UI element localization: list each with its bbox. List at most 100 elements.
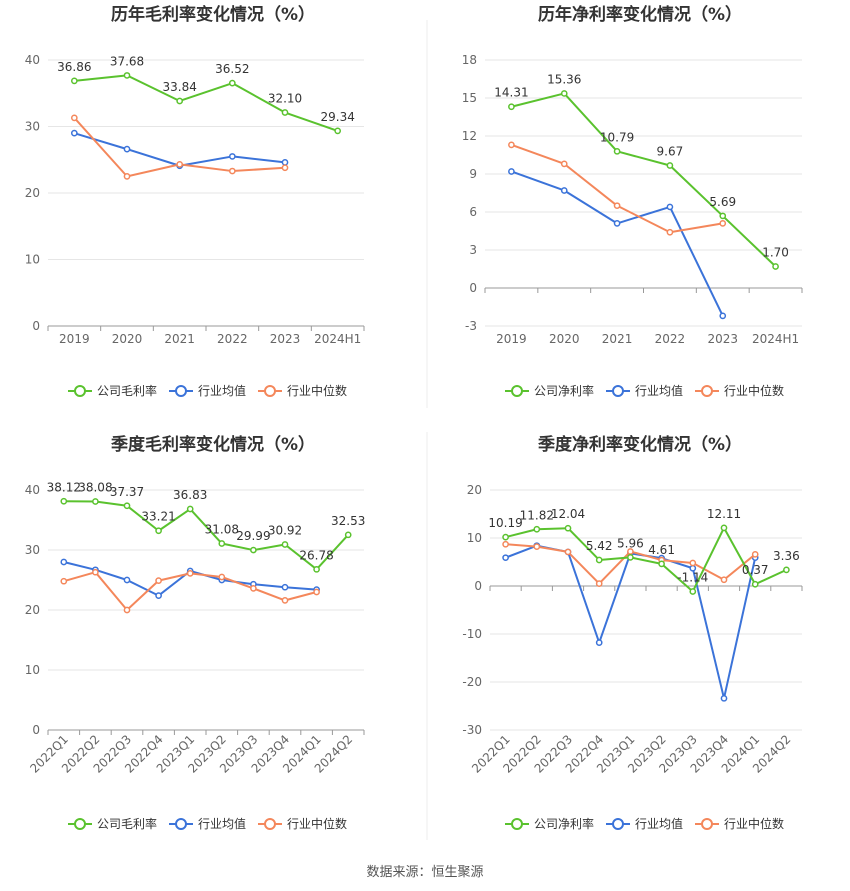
- chart-panel-2: 历年净利率变化情况（%） -3 0 3 6 9 12 15 18 2019 2020 2021 2022…: [462, 4, 803, 398]
- x-category-label: 2020: [112, 332, 143, 346]
- data-point: [281, 164, 289, 172]
- y-tick-label: 40: [25, 483, 40, 497]
- x-category-label: 2021: [602, 332, 633, 346]
- data-label: 31.08: [205, 523, 239, 537]
- data-label: 37.68: [110, 54, 144, 68]
- data-label: 9.67: [657, 145, 684, 159]
- data-source-note: 数据来源：恒生聚源: [366, 865, 484, 880]
- legend-label: 公司净利率: [534, 383, 594, 398]
- series-line-segment: [567, 550, 601, 644]
- series-line-segment: [126, 163, 181, 178]
- y-tick-label: 10: [25, 663, 40, 677]
- data-point: [508, 168, 515, 175]
- data-label: 10.79: [600, 130, 634, 144]
- data-point: [176, 161, 184, 168]
- data-point: [313, 588, 320, 596]
- series-line-segment: [62, 571, 97, 583]
- data-point: [502, 533, 509, 541]
- data-point: [60, 577, 68, 585]
- series-line-segment: [284, 111, 339, 132]
- series-line-segment: [315, 533, 350, 571]
- series-line-segment: [178, 82, 234, 102]
- legend-marker: [511, 385, 523, 397]
- series-line-segment: [668, 205, 724, 317]
- y-tick-label: 10: [467, 531, 482, 545]
- legend-label: 行业中位数: [724, 816, 784, 831]
- y-tick-label: -10: [462, 627, 482, 641]
- data-point: [123, 72, 131, 79]
- legend-marker: [74, 818, 86, 830]
- y-tick-label: 20: [25, 603, 40, 617]
- data-point: [508, 141, 515, 149]
- series-line-segment: [284, 543, 318, 571]
- y-tick-label: 18: [462, 53, 477, 67]
- data-point: [666, 203, 674, 211]
- legend-label: 公司毛利率: [97, 383, 157, 398]
- data-point: [613, 220, 621, 227]
- data-point: [155, 592, 162, 599]
- data-point: [155, 577, 162, 584]
- data-point: [720, 524, 728, 532]
- legend-marker: [175, 818, 187, 830]
- y-tick-label: -20: [462, 675, 482, 689]
- legend-label: 公司净利率: [534, 816, 594, 831]
- series-line-segment: [598, 556, 632, 561]
- y-tick-label: -30: [462, 723, 482, 737]
- series-line-segment: [629, 550, 663, 562]
- data-point: [228, 167, 236, 175]
- series-line-segment: [189, 508, 223, 545]
- data-label: 15.36: [547, 72, 581, 86]
- series-line-segment: [510, 92, 566, 108]
- legend-marker: [175, 385, 187, 397]
- series-line-segment: [94, 500, 128, 507]
- x-category-label: 2023: [270, 332, 301, 346]
- data-label: 26.78: [299, 548, 333, 562]
- legend-label: 行业中位数: [287, 816, 347, 831]
- data-point: [176, 97, 184, 105]
- data-point: [218, 540, 226, 547]
- data-point: [70, 77, 78, 85]
- series-line-segment: [157, 572, 192, 582]
- chart-title: 历年净利率变化情况（%）: [538, 4, 742, 25]
- legend-marker: [701, 385, 713, 397]
- series-line-segment: [252, 587, 286, 602]
- data-point: [502, 540, 509, 548]
- series-industry-mean: [70, 129, 289, 170]
- data-point: [560, 160, 568, 168]
- data-label: 14.31: [494, 86, 528, 100]
- data-label: 5.42: [586, 539, 613, 553]
- series-line-segment: [73, 132, 128, 151]
- data-label: 0.37: [742, 563, 769, 577]
- data-label: 4.61: [648, 543, 675, 557]
- data-point: [564, 524, 572, 532]
- data-point: [92, 498, 99, 505]
- series-industry-median: [60, 568, 320, 614]
- data-point: [186, 505, 194, 513]
- data-point: [508, 103, 515, 111]
- data-point: [564, 548, 572, 556]
- legend-marker: [74, 385, 86, 397]
- data-label: 10.19: [488, 516, 522, 530]
- data-label: 36.83: [173, 488, 207, 502]
- data-point: [228, 153, 236, 160]
- series-line-segment: [252, 543, 286, 552]
- data-label: 36.52: [215, 62, 249, 76]
- series-line-segment: [691, 567, 725, 700]
- data-point: [123, 606, 131, 614]
- series-company: 14.31 15.36 10.79 9.67 5.69 1.70: [494, 72, 789, 270]
- chart-title: 历年毛利率变化情况（%）: [111, 4, 315, 25]
- y-tick-label: 6: [469, 205, 477, 219]
- series-line-segment: [563, 92, 619, 153]
- data-point: [658, 560, 665, 568]
- chart-panel-1: 历年毛利率变化情况（%） 0 10 20 30 40 2019 2020 2021 2022 202…: [25, 4, 365, 398]
- series-line-segment: [691, 526, 725, 593]
- legend-label: 行业均值: [635, 816, 683, 831]
- legend-label: 行业均值: [198, 816, 246, 831]
- data-point: [218, 573, 226, 581]
- x-category-label: 2024H1: [314, 332, 361, 346]
- series-line-segment: [126, 579, 160, 597]
- data-point: [666, 162, 674, 169]
- legend-marker: [264, 818, 276, 830]
- data-point: [719, 212, 727, 220]
- data-point: [595, 639, 603, 646]
